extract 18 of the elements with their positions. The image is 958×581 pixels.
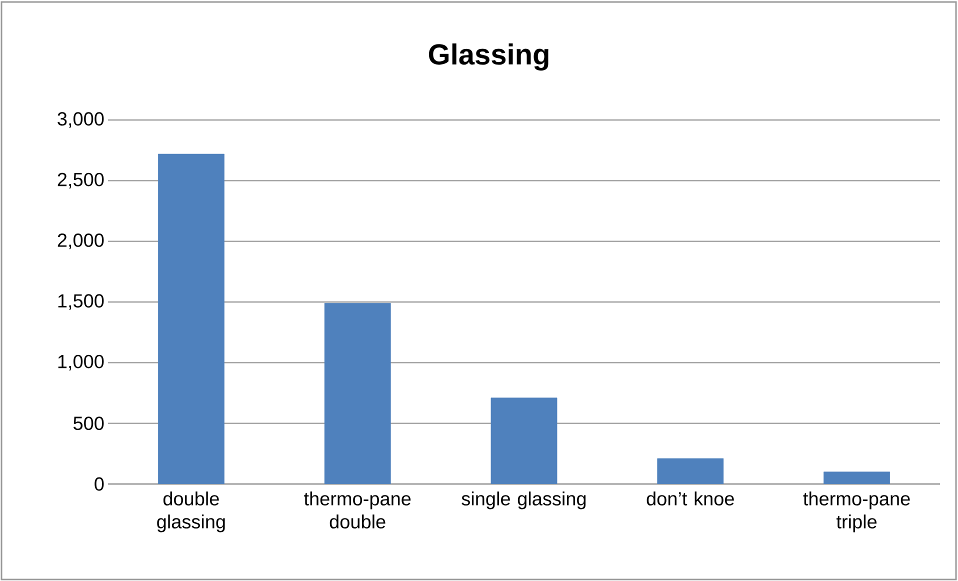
x-tick-label: double glassing bbox=[157, 492, 225, 532]
x-tick-label: thermo-pane triple bbox=[803, 492, 910, 532]
y-tick-label: 1,500 bbox=[58, 294, 104, 310]
y-tick-label: 2,500 bbox=[58, 172, 104, 189]
y-tick-label: 2,000 bbox=[58, 233, 104, 250]
bar bbox=[158, 154, 224, 484]
bar bbox=[657, 458, 724, 484]
chart-title: Glassing bbox=[428, 43, 548, 71]
y-tick-label: 0 bbox=[94, 477, 104, 491]
y-tick-label: 3,000 bbox=[58, 112, 104, 128]
x-tick-label: single glassing bbox=[462, 492, 586, 510]
y-tick-label: 1,000 bbox=[58, 354, 104, 371]
x-tick-label: thermo-pane double bbox=[304, 492, 411, 528]
bar bbox=[324, 303, 391, 484]
bar bbox=[490, 398, 558, 484]
x-tick-label: don’t knoe bbox=[646, 492, 734, 506]
bar bbox=[824, 472, 890, 484]
y-tick-label: 500 bbox=[74, 416, 104, 430]
